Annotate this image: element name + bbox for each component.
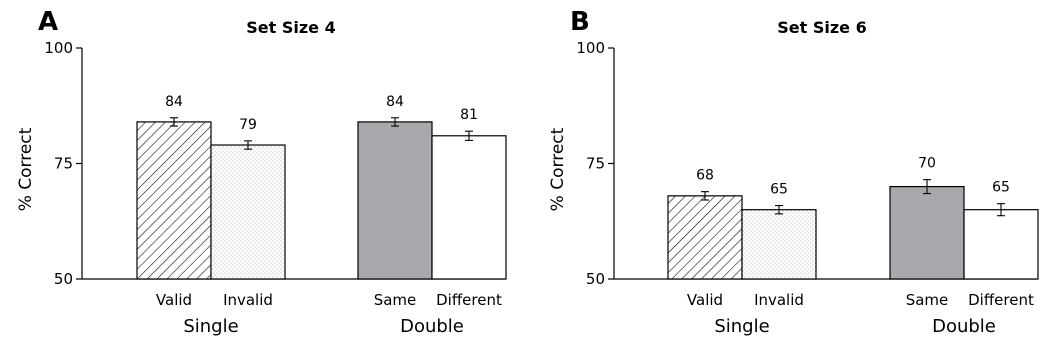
chart-a-y-tick-label-75: 75 — [54, 155, 73, 173]
chart-a-category-label-valid: Valid — [156, 291, 192, 309]
chart-a-group-label-double: Double — [400, 316, 464, 337]
chart-b-bar-same — [889, 186, 965, 280]
chart-b-error-bar-same — [923, 179, 931, 195]
chart-b-panel-label: B — [570, 7, 590, 37]
chart-b-error-bar-different — [997, 203, 1005, 217]
chart-b-bar-different — [963, 209, 1039, 280]
chart-a-category-label-same: Same — [374, 291, 417, 309]
chart-b-y-tick-label-50: 50 — [586, 270, 605, 288]
chart-a-title: Set Size 4 — [246, 18, 335, 37]
chart-a-value-label-valid: 84 — [165, 94, 183, 110]
chart-a-y-axis-label: % Correct — [16, 127, 36, 211]
chart-a-bar-same — [357, 121, 433, 280]
chart-a-panel-label: A — [38, 7, 58, 37]
chart-a-panel: A Set Size 4 % Correct 50 75 100 84 Valid 79 Inva… — [16, 7, 507, 337]
chart-b-value-label-invalid: 65 — [770, 182, 788, 198]
chart-b-error-bar-valid — [701, 191, 709, 201]
chart-b-value-label-different: 65 — [992, 180, 1010, 196]
chart-b-value-label-same: 70 — [918, 156, 936, 172]
chart-a-bar-valid — [136, 121, 212, 280]
chart-b-y-axis-label: % Correct — [548, 127, 568, 211]
chart-a-error-bar-invalid — [244, 140, 252, 150]
chart-a-error-bar-different — [465, 130, 473, 141]
chart-a-value-label-same: 84 — [386, 94, 404, 110]
chart-b-bar-valid — [667, 195, 743, 280]
chart-a-group-label-single: Single — [183, 316, 238, 337]
chart-a-category-label-different: Different — [436, 291, 502, 309]
chart-b-y-tick-label-75: 75 — [586, 155, 605, 173]
chart-b-group-label-single: Single — [714, 316, 769, 337]
chart-b-y-tick-label-100: 100 — [576, 39, 605, 57]
chart-a-bar-different — [431, 135, 507, 280]
chart-b-title: Set Size 6 — [777, 18, 866, 37]
chart-a-value-label-different: 81 — [460, 107, 478, 123]
chart-b-category-label-invalid: Invalid — [754, 291, 804, 309]
chart-a-y-tick-label-100: 100 — [44, 39, 73, 57]
chart-a-bar-invalid — [210, 144, 286, 280]
chart-b-category-label-same: Same — [906, 291, 949, 309]
chart-a-value-label-invalid: 79 — [239, 117, 257, 133]
chart-b-value-label-valid: 68 — [696, 168, 714, 184]
chart-a-y-tick-label-50: 50 — [54, 270, 73, 288]
chart-b-bar-invalid — [741, 209, 817, 280]
chart-a-error-bar-same — [391, 117, 399, 127]
chart-b-panel: B Set Size 6 % Correct 50 75 100 68 Valid 65 Inva… — [548, 7, 1039, 337]
chart-a-error-bar-valid — [170, 117, 178, 127]
chart-b-category-label-valid: Valid — [687, 291, 723, 309]
chart-b-error-bar-invalid — [775, 204, 783, 215]
chart-b-category-label-different: Different — [968, 291, 1034, 309]
chart-b-group-label-double: Double — [932, 316, 996, 337]
chart-a-category-label-invalid: Invalid — [223, 291, 273, 309]
